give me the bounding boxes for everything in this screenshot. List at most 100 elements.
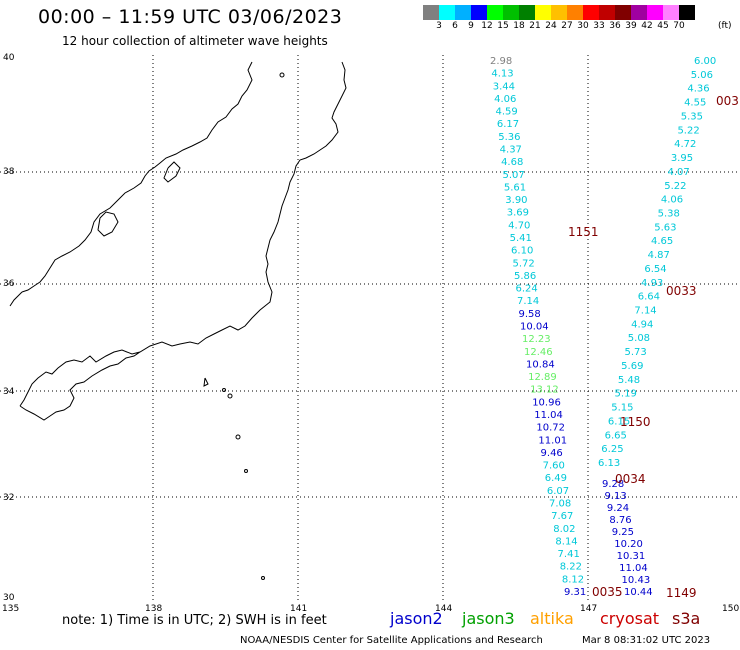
island	[222, 388, 226, 392]
wave-height-label: 4.59	[496, 107, 518, 118]
wave-height-label: 4.93	[641, 278, 663, 289]
wave-height-label: 10.44	[624, 587, 653, 598]
axis-ticks: 135 138 141 144 147 150 40 38 36 34 32 30	[2, 53, 739, 614]
wave-height-label: 7.67	[551, 511, 573, 522]
wave-height-label: 9.58	[518, 309, 540, 320]
coastline	[9, 61, 347, 580]
color-scale-label: 3	[436, 21, 442, 31]
legend-jason2: jason2	[390, 609, 443, 628]
island	[261, 576, 265, 580]
longitude-tick: 147	[580, 604, 597, 614]
wave-height-label: 5.08	[628, 333, 650, 344]
wave-height-label: 6.15	[608, 416, 630, 427]
pass-time-label: 0034	[615, 472, 646, 486]
longitude-tick: 150	[722, 604, 739, 614]
wave-height-label: 8.02	[553, 524, 575, 535]
legend-cryosat: cryosat	[600, 609, 660, 628]
wave-height-label: 5.41	[510, 233, 532, 244]
wave-height-label: 4.94	[631, 319, 653, 330]
color-swatch	[423, 5, 439, 20]
wave-height-label: 8.12	[562, 574, 584, 585]
color-scale-label: 15	[497, 21, 509, 31]
color-swatch	[439, 5, 455, 20]
wave-height-label: 4.55	[684, 98, 706, 109]
wave-height-label: 10.72	[536, 423, 565, 434]
wave-height-label: 4.36	[687, 84, 709, 95]
color-scale-label: 39	[625, 21, 637, 31]
wave-height-label: 4.70	[508, 220, 530, 231]
lat-lon-grid	[0, 55, 740, 600]
wave-height-label: 11.04	[534, 410, 563, 421]
pass-time-label: 0035	[592, 585, 623, 599]
color-scale-label: 70	[673, 21, 685, 31]
wave-height-label: 9.25	[612, 527, 634, 538]
wave-height-label: 5.22	[664, 181, 686, 192]
pass-time-label: 003	[716, 94, 739, 108]
color-scale-unit: (ft)	[718, 21, 732, 31]
wave-height-label: 10.96	[532, 397, 561, 408]
wave-height-label: 9.28	[602, 479, 624, 490]
color-scale-label: 24	[545, 21, 557, 31]
color-swatch	[567, 5, 583, 20]
wave-height-label: 6.49	[545, 473, 567, 484]
latitude-tick: 38	[3, 167, 15, 177]
color-scale-label: 30	[577, 21, 589, 31]
wave-height-label: 7.41	[558, 549, 580, 560]
longitude-tick: 138	[145, 604, 162, 614]
color-scale-label: 18	[513, 21, 525, 31]
wave-height-label: 4.06	[661, 195, 683, 206]
wave-height-label: 2.98	[490, 56, 512, 67]
color-scale-label: 45	[657, 21, 669, 31]
wave-height-label: 12.89	[528, 372, 557, 383]
color-scale-label: 42	[641, 21, 653, 31]
longitude-tick: 144	[435, 604, 452, 614]
wave-height-label: 4.72	[674, 139, 696, 150]
wave-height-label: 4.37	[500, 145, 522, 156]
wave-height-label: 5.48	[618, 375, 640, 386]
wave-height-label: 6.25	[601, 444, 623, 455]
color-scale-label: 33	[593, 21, 605, 31]
wave-height-label: 6.65	[605, 430, 627, 441]
color-swatch	[551, 5, 567, 20]
wave-height-label: 6.10	[511, 246, 533, 257]
wave-height-label: 12.23	[522, 334, 551, 345]
island	[227, 393, 233, 399]
legend-jason3: jason3	[462, 609, 515, 628]
color-swatch	[455, 5, 471, 20]
wave-height-label: 13.12	[530, 385, 559, 396]
color-scale-label: 9	[468, 21, 474, 31]
color-swatch	[535, 5, 551, 20]
wave-height-label: 5.22	[677, 125, 699, 136]
wave-height-label: 8.76	[609, 515, 631, 526]
wave-height-label: 4.87	[648, 250, 670, 261]
wave-height-label: 8.22	[560, 562, 582, 573]
wave-height-label: 12.46	[524, 347, 553, 358]
color-swatch	[583, 5, 599, 20]
wave-height-label: 9.46	[541, 448, 563, 459]
wave-height-label: 5.06	[691, 70, 713, 81]
wave-height-label: 10.31	[617, 551, 646, 562]
wave-height-label: 5.69	[621, 361, 643, 372]
wave-height-label: 5.07	[502, 170, 524, 181]
wave-height-label: 9.13	[604, 491, 626, 502]
wave-height-label: 4.07	[668, 167, 690, 178]
japan-coastline	[9, 61, 347, 421]
wave-height-label: 10.20	[614, 539, 643, 550]
wave-height-label: 6.13	[598, 458, 620, 469]
latitude-tick: 36	[3, 279, 15, 289]
wave-height-label: 5.36	[498, 132, 520, 143]
color-swatch	[503, 5, 519, 20]
wave-height-label: 10.43	[622, 575, 651, 586]
color-scale-label: 12	[481, 21, 493, 31]
longitude-tick: 141	[290, 604, 307, 614]
wave-height-label: 11.01	[538, 435, 567, 446]
wave-height-label: 4.65	[651, 236, 673, 247]
credit-text: NOAA/NESDIS Center for Satellite Applica…	[240, 635, 543, 646]
color-swatch	[679, 5, 695, 20]
wave-height-label: 6.00	[694, 56, 716, 67]
wave-height-label: 10.04	[520, 322, 549, 333]
wave-height-label: 3.90	[505, 195, 527, 206]
island	[279, 72, 285, 78]
wave-height-label: 9.24	[607, 503, 629, 514]
